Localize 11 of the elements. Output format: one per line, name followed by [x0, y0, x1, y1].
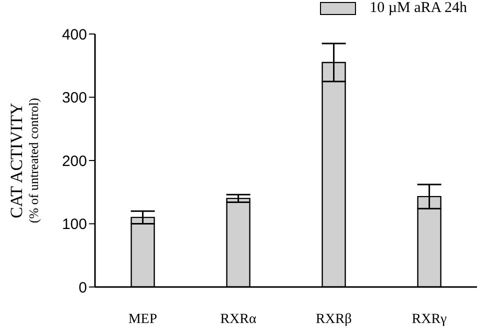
- y-tick-label: 200: [62, 152, 87, 170]
- y-tick-label: 400: [62, 26, 87, 44]
- y-axis-title: CAT ACTIVITY (% of untreated control): [7, 98, 41, 224]
- y-tick-label: 300: [62, 90, 87, 107]
- y-tick-label: 100: [62, 216, 87, 234]
- x-tick-label: MEP: [128, 312, 158, 327]
- x-tick-label: RXRβ: [316, 312, 352, 327]
- x-tick-label: RXRγ: [412, 312, 447, 327]
- x-tick-label: RXRα: [220, 312, 257, 327]
- legend-label: 10 µM aRA 24h: [370, 0, 467, 17]
- y-tick-label: 0: [78, 279, 87, 296]
